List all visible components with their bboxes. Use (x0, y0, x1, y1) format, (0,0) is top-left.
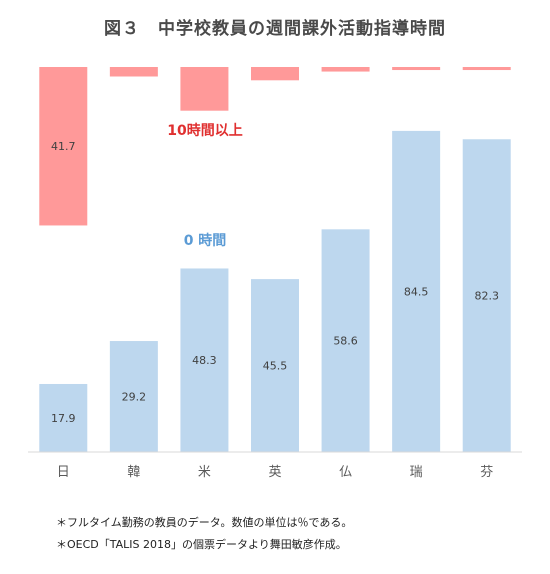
bar-ten-plus-hours-5 (392, 67, 441, 71)
x-tick-label-1: 韓 (127, 465, 140, 480)
data-label-zero-hours-4: 58.6 (333, 335, 358, 348)
bar-ten-plus-hours-6 (462, 67, 511, 71)
x-tick-label-6: 芬 (480, 465, 493, 480)
bar-zero-hours-0 (39, 383, 88, 452)
bar-zero-hours-4 (321, 229, 370, 452)
bar-ten-plus-hours-1 (109, 67, 158, 77)
ten-plus-hours-bars: 41.7 (39, 67, 511, 226)
bar-chart: 17.9 29.2 48.3 45.5 58.6 84.5 82.3 41.7 日 韓 米 英 仏 瑞… (28, 67, 522, 480)
bar-zero-hours-1 (109, 341, 158, 452)
x-tick-label-5: 瑞 (410, 465, 423, 480)
data-label-ten-plus-hours-0: 41.7 (51, 140, 76, 153)
data-label-zero-hours-1: 29.2 (122, 391, 147, 404)
bar-ten-plus-hours-3 (251, 67, 299, 81)
series-label-ten-plus-hours: 10時間以上 (167, 122, 242, 139)
data-label-zero-hours-6: 82.3 (474, 290, 499, 303)
chart-title: 図３ 中学校教員の週間課外活動指導時間 (104, 19, 446, 39)
x-tick-label-4: 仏 (339, 465, 352, 480)
series-label-zero-hours: 0 時間 (184, 232, 227, 249)
bar-zero-hours-3 (251, 279, 299, 452)
data-label-zero-hours-3: 45.5 (263, 360, 288, 373)
bar-ten-plus-hours-0 (39, 67, 88, 226)
bar-zero-hours-5 (392, 130, 441, 452)
bar-ten-plus-hours-4 (321, 67, 370, 72)
footnote-units: ＊フルタイム勤務の教員のデータ。数値の単位は％である。 (56, 516, 353, 529)
footnote-source: ＊OECD「TALIS 2018」の個票データより舞田敏彦作成。 (56, 538, 347, 551)
bar-zero-hours-2 (180, 268, 229, 452)
bar-ten-plus-hours-2 (180, 67, 229, 111)
data-label-zero-hours-2: 48.3 (192, 354, 217, 367)
x-tick-label-0: 日 (57, 465, 70, 480)
zero-hours-bars: 17.9 29.2 48.3 45.5 58.6 84.5 82.3 (39, 130, 511, 452)
data-label-zero-hours-5: 84.5 (404, 285, 429, 298)
x-tick-label-2: 米 (198, 465, 211, 480)
data-label-zero-hours-0: 17.9 (51, 412, 76, 425)
x-tick-label-3: 英 (268, 465, 281, 480)
x-axis-tick-labels: 日韓米英仏瑞芬 (57, 465, 493, 480)
bar-zero-hours-6 (462, 139, 511, 452)
